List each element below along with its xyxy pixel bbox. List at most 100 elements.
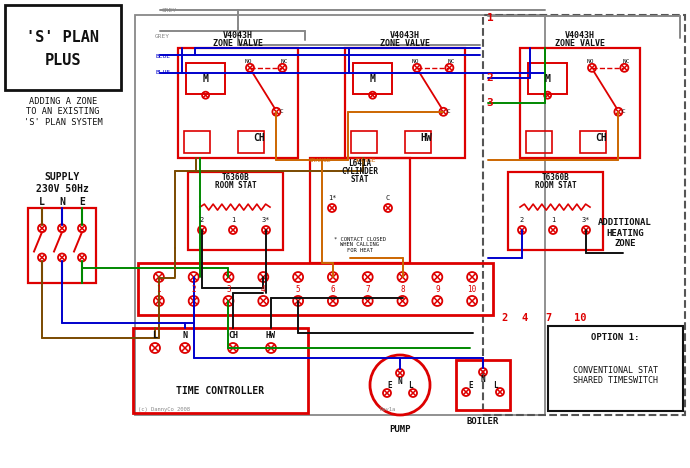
Text: ROOM STAT: ROOM STAT — [215, 182, 256, 190]
Bar — [580, 131, 607, 153]
Bar — [238, 131, 264, 153]
Text: (c) DannyCo 2008: (c) DannyCo 2008 — [138, 407, 190, 412]
Text: ROOM STAT: ROOM STAT — [535, 182, 576, 190]
Text: 6: 6 — [331, 285, 335, 293]
Text: BOILER: BOILER — [467, 417, 499, 426]
Text: 1: 1 — [551, 217, 555, 223]
Text: 2: 2 — [191, 285, 196, 293]
Text: BLUE: BLUE — [155, 53, 170, 58]
Text: 1: 1 — [486, 13, 493, 23]
Text: V4043H: V4043H — [390, 31, 420, 41]
Text: ORANGE: ORANGE — [354, 158, 376, 162]
Text: E: E — [388, 380, 393, 389]
Text: HW: HW — [266, 331, 276, 341]
Text: 1: 1 — [157, 285, 161, 293]
Text: T6360B: T6360B — [221, 174, 249, 183]
Bar — [138, 263, 493, 315]
Text: 2: 2 — [502, 313, 508, 323]
Bar — [28, 208, 96, 283]
Text: 9: 9 — [435, 285, 440, 293]
Text: 7: 7 — [366, 285, 370, 293]
Text: CONVENTIONAL STAT
SHARED TIMESWITCH: CONVENTIONAL STAT SHARED TIMESWITCH — [573, 366, 658, 385]
Text: C: C — [446, 110, 451, 114]
Bar — [456, 360, 510, 410]
Text: 3*: 3* — [582, 217, 590, 223]
Text: 1*: 1* — [328, 195, 336, 201]
Text: 3*: 3* — [262, 217, 270, 223]
Text: 4: 4 — [261, 285, 266, 293]
Bar — [529, 63, 566, 94]
Text: STAT: STAT — [351, 176, 369, 184]
Text: ADDITIONAL
HEATING
ZONE: ADDITIONAL HEATING ZONE — [598, 218, 652, 248]
Text: M: M — [203, 74, 208, 84]
Bar — [548, 326, 683, 411]
Text: N: N — [59, 197, 65, 207]
Text: OPTION 1:: OPTION 1: — [591, 334, 640, 343]
Text: NO: NO — [244, 59, 252, 64]
Bar — [184, 131, 210, 153]
Text: L: L — [493, 380, 497, 389]
Bar — [526, 131, 553, 153]
Text: Rev1a: Rev1a — [380, 407, 396, 412]
Text: NC: NC — [281, 59, 288, 64]
Bar — [508, 172, 603, 250]
Text: 3: 3 — [486, 98, 493, 108]
Bar — [405, 131, 431, 153]
Text: M: M — [544, 74, 551, 84]
Bar — [351, 131, 377, 153]
Text: 2: 2 — [486, 73, 493, 83]
Text: PUMP: PUMP — [389, 425, 411, 434]
Bar — [5, 5, 121, 90]
Text: HW: HW — [421, 133, 433, 143]
Text: SUPPLY
230V 50Hz: SUPPLY 230V 50Hz — [36, 172, 88, 194]
Text: C: C — [279, 110, 284, 114]
Bar — [310, 158, 410, 263]
Text: L641A: L641A — [348, 160, 371, 168]
Text: C: C — [622, 110, 625, 114]
Text: N: N — [397, 376, 402, 386]
Bar — [133, 328, 308, 413]
Text: PLUS: PLUS — [45, 53, 81, 68]
Text: V4043H: V4043H — [223, 31, 253, 41]
Text: 10: 10 — [574, 313, 586, 323]
Text: N: N — [481, 375, 485, 385]
Text: ZONE VALVE: ZONE VALVE — [213, 39, 263, 49]
Text: L: L — [408, 380, 413, 389]
Text: GREY: GREY — [155, 34, 170, 38]
Text: 2: 2 — [520, 217, 524, 223]
Text: CH: CH — [595, 133, 607, 143]
Text: CYLINDER: CYLINDER — [342, 168, 379, 176]
Text: CH: CH — [228, 331, 238, 341]
Text: L: L — [152, 331, 157, 341]
Text: 7: 7 — [545, 313, 551, 323]
Bar — [345, 48, 465, 158]
Text: ADDING A ZONE
TO AN EXISTING
'S' PLAN SYSTEM: ADDING A ZONE TO AN EXISTING 'S' PLAN SY… — [23, 97, 102, 127]
Text: TIME CONTROLLER: TIME CONTROLLER — [177, 386, 264, 396]
Text: GREY: GREY — [162, 8, 177, 14]
Text: 'S' PLAN: 'S' PLAN — [26, 30, 99, 45]
Text: N: N — [182, 331, 188, 341]
Text: 5: 5 — [296, 285, 300, 293]
Text: ZONE VALVE: ZONE VALVE — [555, 39, 605, 49]
Text: 2: 2 — [200, 217, 204, 223]
Bar — [520, 48, 640, 158]
Bar — [135, 15, 545, 415]
Text: E: E — [79, 197, 85, 207]
Text: NO: NO — [586, 59, 594, 64]
Text: * CONTACT CLOSED
WHEN CALLING
FOR HEAT: * CONTACT CLOSED WHEN CALLING FOR HEAT — [334, 237, 386, 253]
Text: V4043H: V4043H — [565, 31, 595, 41]
Text: 10: 10 — [468, 285, 477, 293]
Text: 3: 3 — [226, 285, 230, 293]
Text: E: E — [469, 380, 473, 389]
Text: ZONE VALVE: ZONE VALVE — [380, 39, 430, 49]
Text: NC: NC — [448, 59, 455, 64]
Text: M: M — [370, 74, 375, 84]
Bar — [178, 48, 298, 158]
Text: NC: NC — [622, 59, 630, 64]
Text: C: C — [386, 195, 390, 201]
Text: 4: 4 — [522, 313, 528, 323]
Bar — [188, 172, 283, 250]
Text: CH: CH — [254, 133, 266, 143]
Bar — [186, 63, 225, 94]
Text: BLUE: BLUE — [155, 71, 170, 75]
